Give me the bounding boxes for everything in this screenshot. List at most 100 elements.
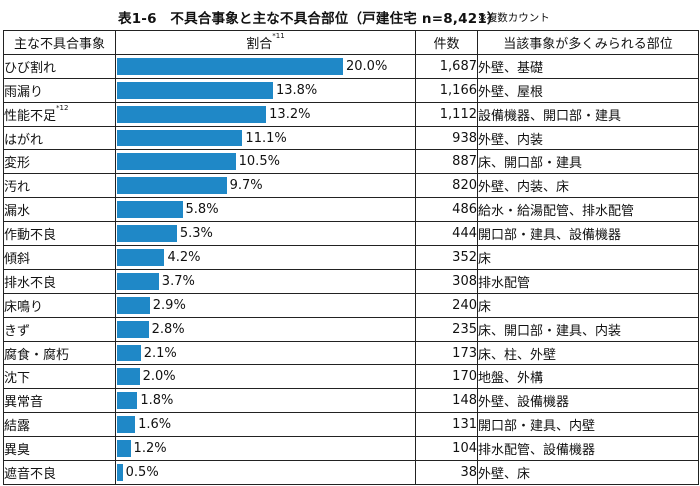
category-cell: 作動不良 xyxy=(3,221,116,247)
bar-cell: 2.1% xyxy=(115,340,416,366)
count-cell: 131 xyxy=(415,412,478,438)
count-cell: 444 xyxy=(415,221,478,247)
bar xyxy=(117,464,123,481)
table-row: はがれ 11.1% 938 外壁、内装 xyxy=(3,125,699,151)
bar-cell: 5.8% xyxy=(115,197,416,223)
bar-value-label: 3.7% xyxy=(161,273,195,289)
category-cell: 沈下 xyxy=(3,364,116,390)
category-label: 排水不良 xyxy=(4,275,57,291)
bar-cell: 1.8% xyxy=(115,388,416,414)
category-label: 雨漏り xyxy=(4,84,44,100)
category-label: 異常音 xyxy=(4,395,44,411)
header-location: 当該事象が多くみられる部位 xyxy=(477,30,699,55)
category-label: 傾斜 xyxy=(4,251,31,267)
bar-cell: 13.8% xyxy=(115,77,416,103)
bar xyxy=(117,153,236,171)
category-cell: 結露 xyxy=(3,412,116,438)
bar-value-label: 5.8% xyxy=(185,202,219,218)
bar-value-label: 1.2% xyxy=(133,441,167,457)
bar xyxy=(117,296,150,314)
bar-cell: 2.8% xyxy=(115,316,416,342)
bar-cell: 13.2% xyxy=(115,101,416,127)
category-label: 腐食・腐朽 xyxy=(4,347,70,363)
count-cell: 352 xyxy=(415,245,478,270)
category-label: 異臭 xyxy=(4,443,31,459)
bar xyxy=(117,129,243,147)
bar xyxy=(117,105,267,123)
bar-value-label: 2.9% xyxy=(152,297,186,313)
category-cell: 雨漏り xyxy=(3,77,116,103)
bar-cell: 5.3% xyxy=(115,221,416,247)
category-label: ひび割れ xyxy=(4,60,57,76)
count-cell: 820 xyxy=(415,173,478,199)
category-cell: 性能不足*12 xyxy=(3,101,116,127)
category-cell: 汚れ xyxy=(3,173,116,199)
bar-cell: 3.7% xyxy=(115,268,416,294)
bar-value-label: 2.0% xyxy=(142,369,176,385)
category-label: 作動不良 xyxy=(4,228,57,244)
bar-value-label: 2.1% xyxy=(143,345,177,361)
count-cell: 148 xyxy=(415,388,478,414)
location-cell: 地盤、外構 xyxy=(477,364,699,390)
location-cell: 床、開口部・建具 xyxy=(477,149,699,175)
header-ratio-label: 割合 xyxy=(246,36,273,52)
bar-value-label: 2.8% xyxy=(151,321,185,337)
location-cell: 床 xyxy=(477,292,699,318)
table-row: 異常音 1.8% 148 外壁、設備機器 xyxy=(3,388,699,414)
bar xyxy=(117,368,140,386)
table-row: 変形 10.5% 887 床、開口部・建具 xyxy=(3,149,699,175)
bar-cell: 0.5% xyxy=(115,460,416,485)
bar xyxy=(117,344,141,362)
count-cell: 235 xyxy=(415,316,478,342)
location-cell: 開口部・建具、内壁 xyxy=(477,412,699,438)
count-cell: 1,166 xyxy=(415,77,478,103)
category-label: 結露 xyxy=(4,419,31,435)
bar xyxy=(117,249,165,266)
location-cell: 床、柱、外壁 xyxy=(477,340,699,366)
count-cell: 1,687 xyxy=(415,53,478,79)
count-cell: 1,112 xyxy=(415,101,478,127)
bar xyxy=(117,416,136,434)
category-cell: 傾斜 xyxy=(3,245,116,270)
count-cell: 240 xyxy=(415,292,478,318)
table-row: 床鳴り 2.9% 240 床 xyxy=(3,292,699,318)
table-row: 異臭 1.2% 104 排水配管、設備機器 xyxy=(3,436,699,462)
location-cell: 開口部・建具、設備機器 xyxy=(477,221,699,247)
category-cell: きず xyxy=(3,316,116,342)
bar-cell: 9.7% xyxy=(115,173,416,199)
category-cell: ひび割れ xyxy=(3,53,116,79)
bar-value-label: 0.5% xyxy=(125,465,159,481)
category-label: きず xyxy=(4,323,31,339)
category-label: 変形 xyxy=(4,156,31,172)
count-cell: 170 xyxy=(415,364,478,390)
location-cell: 床 xyxy=(477,245,699,270)
category-label: 汚れ xyxy=(4,180,31,196)
bar-value-label: 1.6% xyxy=(138,417,172,433)
table-row: 排水不良 3.7% 308 排水配管 xyxy=(3,268,699,294)
table-row: 汚れ 9.7% 820 外壁、内装、床 xyxy=(3,173,699,199)
count-cell: 38 xyxy=(415,460,478,485)
bar-cell: 2.9% xyxy=(115,292,416,318)
header-category: 主な不具合事象 xyxy=(3,30,116,55)
bar xyxy=(117,57,343,75)
category-cell: 異常音 xyxy=(3,388,116,414)
bar xyxy=(117,225,177,243)
count-cell: 173 xyxy=(415,340,478,366)
category-cell: 床鳴り xyxy=(3,292,116,318)
title-row: 表1-6 不具合事象と主な不具合部位（戸建住宅 n=8,421） ※複数カウント xyxy=(0,0,700,30)
category-cell: 遮音不良 xyxy=(3,460,116,485)
location-cell: 外壁、基礎 xyxy=(477,53,699,79)
bar-value-label: 9.7% xyxy=(229,178,263,194)
bar xyxy=(117,320,149,338)
header-row: 主な不具合事象 割合*11 件数 当該事象が多くみられる部位 xyxy=(3,30,699,55)
bar-cell: 4.2% xyxy=(115,245,416,270)
table-row: 結露 1.6% 131 開口部・建具、内壁 xyxy=(3,412,699,438)
table-row: 漏水 5.8% 486 給水・給湯配管、排水配管 xyxy=(3,197,699,223)
bar-value-label: 1.8% xyxy=(140,393,174,409)
location-cell: 排水配管 xyxy=(477,268,699,294)
category-cell: 腐食・腐朽 xyxy=(3,340,116,366)
bar-cell: 1.2% xyxy=(115,436,416,462)
bar xyxy=(117,440,131,458)
location-cell: 外壁、内装、床 xyxy=(477,173,699,199)
category-label: はがれ xyxy=(4,132,44,148)
